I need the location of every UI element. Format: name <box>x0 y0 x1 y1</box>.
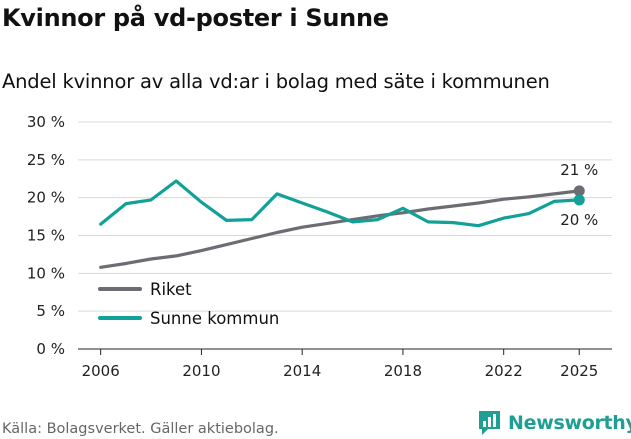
y-tick-label: 10 % <box>27 264 65 282</box>
newsworthy-logo[interactable]: Newsworthy <box>477 409 631 436</box>
y-tick-label: 15 % <box>27 227 65 245</box>
legend: Riket Sunne kommun <box>98 280 279 328</box>
end-point-riket <box>573 185 585 197</box>
y-tick-label: 25 % <box>27 151 65 169</box>
x-tick-label: 2025 <box>560 362 598 380</box>
chart-title: Kvinnor på vd-poster i Sunne <box>2 4 389 32</box>
x-tick-label: 2022 <box>485 362 523 380</box>
y-tick-label: 5 % <box>36 302 65 320</box>
end-point-sunne <box>573 194 585 206</box>
source-note: Källa: Bolagsverket. Gäller aktiebolag. <box>2 421 279 437</box>
line-chart: 0 %5 %10 %15 %20 %25 %30 % 2006 2010 2014 2… <box>27 113 612 380</box>
x-tick-label: 2018 <box>384 362 422 380</box>
series-lines: 21 % 20 % <box>99 161 598 269</box>
y-tick-label: 0 % <box>36 340 65 358</box>
end-label-riket: 21 % <box>560 161 598 179</box>
series-line-sunne <box>99 179 581 228</box>
legend-label-riket: Riket <box>150 280 192 299</box>
y-tick-label: 20 % <box>27 189 65 207</box>
end-label-sunne: 20 % <box>560 211 598 229</box>
y-axis-ticks: 0 % 5 % 10 % 15 % 20 % 25 % 30 % <box>27 113 65 358</box>
brand-name: Newsworthy <box>508 411 631 434</box>
x-axis-ticks: 2006 2010 2014 2018 2022 2025 <box>82 349 598 380</box>
legend-label-sunne: Sunne kommun <box>150 309 279 328</box>
chart-subtitle: Andel kvinnor av alla vd:ar i bolag med … <box>2 70 550 93</box>
y-tick-label: 30 % <box>27 113 65 131</box>
x-tick-label: 2014 <box>283 362 321 380</box>
newsworthy-icon <box>479 411 500 435</box>
series-line-riket <box>99 189 581 269</box>
x-tick-label: 2010 <box>182 362 220 380</box>
x-tick-label: 2006 <box>82 362 120 380</box>
